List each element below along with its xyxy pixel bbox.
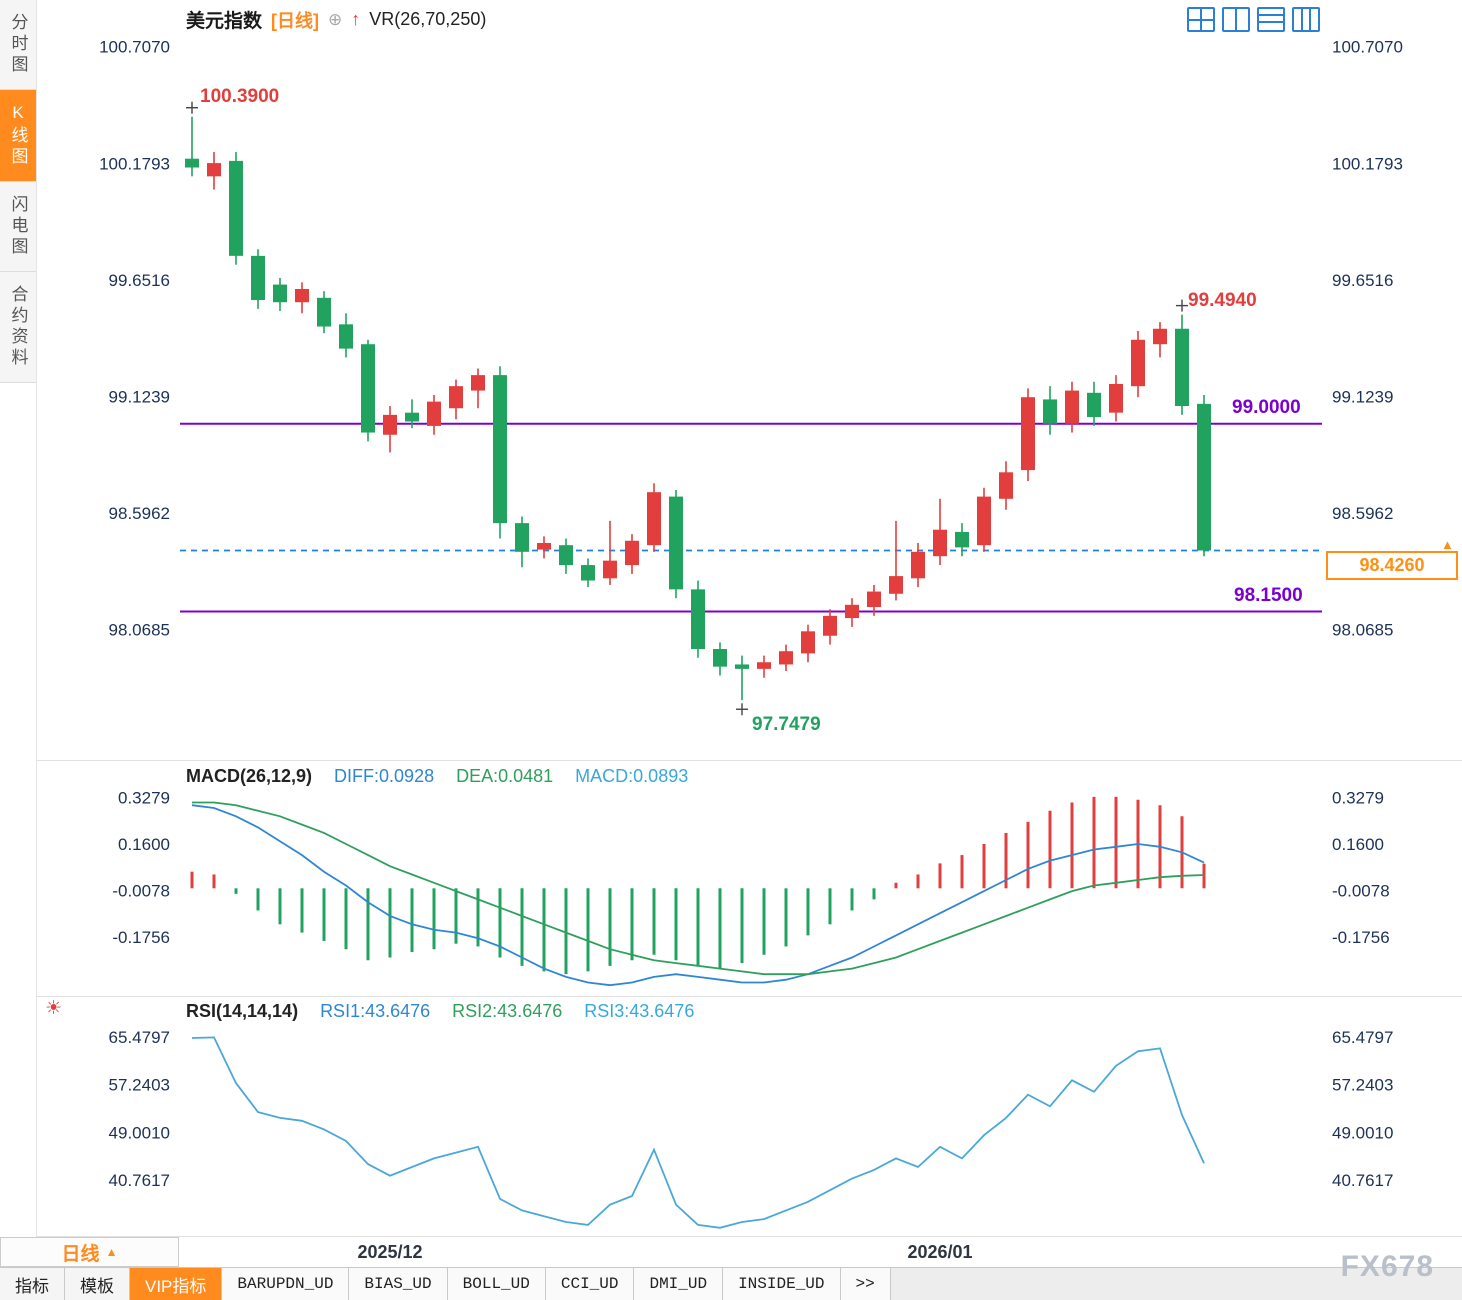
sidebar-item-label: 分时图 (8, 13, 28, 76)
rsi-title: RSI(14,14,14) (186, 1001, 299, 1021)
macd-dea-value: DEA:0.0481 (456, 766, 554, 786)
svg-text:0.3279: 0.3279 (1332, 789, 1384, 808)
svg-text:-0.0078: -0.0078 (1332, 881, 1390, 900)
vr-indicator-label: VR(26,70,250) (369, 9, 487, 29)
svg-text:99.6516: 99.6516 (1332, 271, 1393, 290)
svg-text:65.4797: 65.4797 (1332, 1028, 1393, 1047)
svg-text:99.6516: 99.6516 (109, 271, 170, 290)
svg-text:40.7617: 40.7617 (109, 1171, 170, 1190)
tab-boll-ud[interactable]: BOLL_UD (447, 1268, 546, 1300)
svg-text:99.1239: 99.1239 (109, 387, 170, 406)
svg-text:100.7070: 100.7070 (1332, 38, 1403, 57)
sidebar-item-label: K线图 (8, 103, 28, 168)
support-line-label: 98.1500 (1234, 585, 1303, 606)
rsi-line (191, 1036, 1205, 1229)
svg-text:98.0685: 98.0685 (1332, 620, 1393, 639)
sidebar-item-label: 闪电图 (8, 195, 28, 258)
tab-cci-ud[interactable]: CCI_UD (545, 1268, 635, 1300)
resistance-line-label: 99.0000 (1232, 397, 1301, 418)
swing-high-annotation: 99.4940 (1188, 290, 1257, 311)
fx678-watermark: FX678 (1340, 1250, 1434, 1283)
macd-dea-line (192, 801, 1205, 976)
svg-text:-0.1756: -0.1756 (112, 928, 170, 947)
tab-barupdn-ud[interactable]: BARUPDN_UD (222, 1268, 350, 1300)
candlestick-series (185, 116, 1211, 701)
svg-text:65.4797: 65.4797 (109, 1028, 170, 1047)
macd-title: MACD(26,12,9) (186, 766, 313, 786)
period-tag: [日线] (271, 10, 320, 31)
sidebar-item-flash-chart[interactable]: 闪电图 (0, 182, 36, 272)
tab-dmi-ud[interactable]: DMI_UD (634, 1268, 724, 1300)
last-price-badge: 98.4260 (1326, 551, 1458, 580)
low-price-annotation: 97.7479 (752, 714, 821, 735)
svg-text:100.1793: 100.1793 (1332, 154, 1403, 173)
rsi-header: RSI(14,14,14) RSI1:43.6476 RSI2:43.6476 … (186, 1001, 694, 1022)
x-axis-label: 2026/01 (907, 1242, 972, 1262)
rsi1-value: RSI1:43.6476 (320, 1001, 431, 1021)
svg-text:57.2403: 57.2403 (1332, 1076, 1393, 1095)
left-sidebar: 分时图 K线图 闪电图 合约资料 (0, 0, 37, 1237)
svg-text:40.7617: 40.7617 (1332, 1171, 1393, 1190)
svg-text:0.1600: 0.1600 (118, 835, 170, 854)
svg-text:100.7070: 100.7070 (99, 38, 170, 57)
macd-diff-line (191, 804, 1205, 987)
multi-window-icon[interactable] (1292, 7, 1320, 32)
svg-text:98.5962: 98.5962 (1332, 504, 1393, 523)
rsi2-value: RSI2:43.6476 (452, 1001, 563, 1021)
tab-templates[interactable]: 模板 (65, 1268, 130, 1300)
sun-icon[interactable]: ☀ (45, 998, 63, 1019)
chart-header: 美元指数 [日线] ⊕ ↑ VR(26,70,250) (186, 6, 486, 33)
grid-layout-icon[interactable] (1187, 7, 1215, 32)
symbol-title: 美元指数 (186, 11, 263, 32)
svg-text:98.0685: 98.0685 (109, 620, 170, 639)
svg-text:49.0010: 49.0010 (1332, 1123, 1393, 1142)
sidebar-item-contract-info[interactable]: 合约资料 (0, 272, 36, 383)
bottom-tab-bar: 指标 模板 VIP指标 BARUPDN_UD BIAS_UD BOLL_UD C… (0, 1267, 1462, 1300)
rsi3-value: RSI3:43.6476 (584, 1001, 695, 1021)
period-selector[interactable]: 日线 ▲ (0, 1237, 179, 1267)
sidebar-item-kline-chart[interactable]: K线图 (0, 90, 36, 182)
tab-inside-ud[interactable]: INSIDE_UD (723, 1268, 841, 1300)
x-axis-label: 2025/12 (357, 1242, 422, 1262)
price-up-arrow-icon: ▲ (1441, 537, 1454, 552)
split-layout-icon[interactable] (1222, 7, 1250, 32)
macd-macd-value: MACD:0.0893 (575, 766, 689, 786)
layout-icon-group (1187, 7, 1320, 32)
add-indicator-icon[interactable]: ⊕ (328, 9, 343, 29)
svg-text:98.5962: 98.5962 (109, 504, 170, 523)
macd-header: MACD(26,12,9) DIFF:0.0928 DEA:0.0481 MAC… (186, 766, 688, 787)
macd-diff-value: DIFF:0.0928 (334, 766, 435, 786)
tab-vip-indicators[interactable]: VIP指标 (130, 1268, 223, 1300)
svg-text:99.1239: 99.1239 (1332, 387, 1393, 406)
svg-text:100.1793: 100.1793 (99, 154, 170, 173)
sidebar-item-label: 合约资料 (8, 285, 28, 369)
svg-text:57.2403: 57.2403 (109, 1076, 170, 1095)
period-selector-label: 日线 (61, 1243, 100, 1265)
macd-histogram (190, 796, 1206, 975)
svg-text:-0.0078: -0.0078 (112, 881, 170, 900)
svg-text:49.0010: 49.0010 (109, 1123, 170, 1142)
svg-text:-0.1756: -0.1756 (1332, 928, 1390, 947)
sidebar-item-time-chart[interactable]: 分时图 (0, 0, 36, 90)
tab-more[interactable]: >> (840, 1268, 891, 1300)
chevron-up-icon: ▲ (105, 1245, 118, 1259)
svg-text:0.1600: 0.1600 (1332, 835, 1384, 854)
svg-text:0.3279: 0.3279 (118, 789, 170, 808)
tab-bias-ud[interactable]: BIAS_UD (349, 1268, 448, 1300)
panel-layout-icon[interactable] (1257, 7, 1285, 32)
high-price-annotation: 100.3900 (200, 86, 280, 107)
up-arrow-icon: ↑ (351, 9, 361, 29)
tab-indicators[interactable]: 指标 (0, 1268, 65, 1300)
